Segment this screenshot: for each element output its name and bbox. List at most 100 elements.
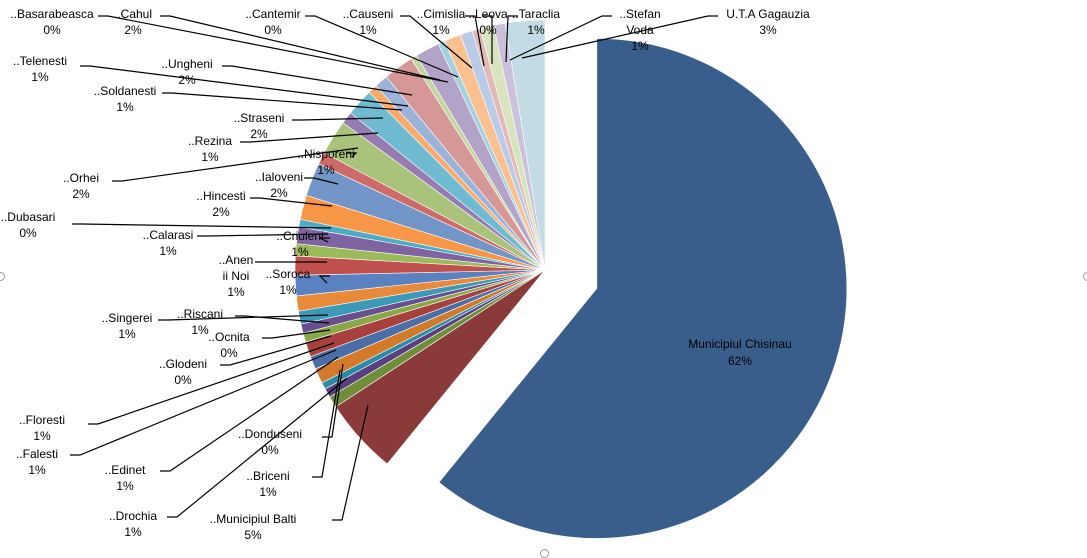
- leader-line-29: [305, 15, 459, 78]
- slice-label-percent: 1%: [191, 323, 209, 337]
- slice-label-18: ..Hincesti 2%: [196, 189, 245, 219]
- slice-label-name: ..Floresti: [19, 413, 65, 427]
- slice-label-name: ..Drochia: [109, 509, 157, 523]
- slice-label-12: ..Singerei 1%: [102, 311, 153, 341]
- leader-line-35: [521, 15, 718, 59]
- slice-label-13: ..Soroca 1%: [266, 267, 311, 297]
- slice-label-percent: 62%: [728, 354, 752, 368]
- slice-label-percent: 0%: [479, 23, 497, 37]
- pie-slice-1[interactable]: [438, 38, 848, 539]
- leader-line-31: [465, 15, 485, 67]
- slice-label-8: ..Floresti 1%: [19, 413, 65, 443]
- leader-line-23: [292, 117, 384, 121]
- leader-line-2: [332, 404, 369, 521]
- slice-label-name: U.T.A Gagauzia: [726, 7, 810, 21]
- slice-label-percent: 1%: [159, 244, 177, 258]
- slice-label-percent: 1%: [201, 150, 219, 164]
- slice-label-percent: 2%: [124, 23, 142, 37]
- leader-line-26: [222, 65, 413, 96]
- slice-label-name: ..Calarasi: [143, 228, 194, 242]
- slice-label-percent: 2%: [72, 187, 90, 201]
- slice-label-percent: 1%: [116, 100, 134, 114]
- slice-label-name: ..Cimislia: [417, 7, 466, 21]
- leader-line-30: [400, 15, 473, 69]
- slice-label-name: ..Falesti: [16, 447, 58, 461]
- resize-handle-right[interactable]: [1083, 272, 1087, 281]
- slice-label-percent: 2%: [250, 127, 268, 141]
- slice-label-32: ..Leova 0%: [468, 7, 508, 37]
- slice-label-percent: 1%: [432, 23, 450, 37]
- leader-line-20: [346, 152, 358, 158]
- slice-label-percent: 5%: [244, 528, 262, 542]
- slice-label-name: ..Leova: [468, 7, 508, 21]
- slice-label-5: ..Donduseni 0%: [238, 427, 302, 457]
- slice-label-percent: 0%: [19, 226, 37, 240]
- slice-label-percent: 2%: [178, 73, 196, 87]
- slice-label-10: ..Ocnita 0%: [208, 330, 250, 360]
- slice-label-name: Municipiul Chisinau: [688, 337, 791, 351]
- slice-label-name: ..Rezina: [188, 134, 232, 148]
- slice-label-percent: 2%: [270, 186, 288, 200]
- leader-line-7: [70, 349, 337, 456]
- slice-label-name: ..Nisporeni: [297, 147, 354, 161]
- slice-label-percent: 1%: [118, 327, 136, 341]
- slice-label-11: ..Riscani 1%: [177, 307, 223, 337]
- slice-label-name: ..Municipiul Balti: [210, 512, 297, 526]
- leader-lines: [70, 15, 718, 521]
- leader-line-3: [167, 377, 348, 518]
- leader-line-6: [160, 356, 339, 472]
- slice-label-name: ..Glodeni: [159, 357, 207, 371]
- pie-slice-35[interactable]: [504, 19, 546, 271]
- slice-label-7: ..Falesti 1%: [16, 447, 58, 477]
- leader-line-21: [112, 147, 359, 182]
- slice-label-29: ..Cantemir 0%: [245, 7, 300, 37]
- slice-label-name: ..Hincesti: [196, 189, 245, 203]
- leader-line-11: [235, 315, 330, 324]
- slice-label-19: ..Ialoveni 2%: [255, 170, 303, 200]
- leader-line-5: [322, 363, 344, 438]
- slice-label-percent: 1%: [279, 283, 297, 297]
- slice-label-name: ..Riscani: [177, 307, 223, 321]
- slice-label-name: ..Stefan: [619, 7, 660, 21]
- slice-labels: Municipiul Chisinau 62% ..Municipiul Balti…: [1, 7, 810, 542]
- slice-label-percent: 2%: [212, 205, 230, 219]
- resize-handle-left[interactable]: [0, 272, 5, 281]
- slice-label-20: ..Nisporeni 1%: [297, 147, 354, 177]
- slice-label-name: ..Criuleni: [276, 229, 323, 243]
- slice-label-percent: 0%: [174, 373, 192, 387]
- slice-label-9: ..Glodeni 0%: [159, 357, 207, 387]
- leader-line-19: [304, 177, 339, 185]
- slice-label-31: ..Cimislia 1%: [417, 7, 466, 37]
- slice-label-35: U.T.A Gagauzia 3%: [726, 7, 810, 37]
- slice-label-30: ..Causeni 1%: [343, 7, 394, 37]
- slice-label-percent: 1%: [317, 163, 335, 177]
- slice-label-name: ..Taraclia: [512, 7, 560, 21]
- slice-label-name: ..Cantemir: [245, 7, 300, 21]
- leader-line-33: [505, 15, 518, 63]
- slice-label-name: ..Soroca: [266, 267, 311, 281]
- slice-label-16: ..Calarasi 1%: [143, 228, 194, 258]
- slice-label-14: ..Anen ii Noi 1%: [219, 253, 254, 299]
- leader-line-18: [250, 197, 333, 207]
- leader-line-16: [197, 233, 329, 237]
- slice-label-27: ..Basarabeasca 0%: [10, 7, 94, 37]
- leader-line-32: [482, 15, 493, 64]
- slice-label-name: ii Noi: [223, 269, 250, 283]
- slice-label-percent: 1%: [527, 23, 545, 37]
- slice-label-percent: 1%: [124, 525, 142, 539]
- slice-label-name: ..Orhei: [63, 171, 99, 185]
- leader-line-22: [240, 132, 379, 143]
- slice-label-24: ..Soldanesti 1%: [94, 84, 157, 114]
- leader-line-25: [80, 65, 409, 107]
- leader-line-17: [72, 223, 332, 229]
- slice-label-percent: 0%: [43, 23, 61, 37]
- slice-label-1: Municipiul Chisinau 62%: [688, 337, 791, 368]
- leader-line-28: [160, 15, 441, 81]
- leader-line-9: [220, 335, 332, 366]
- slice-label-3: ..Drochia 1%: [109, 509, 157, 539]
- slice-label-17: ..Dubasari 0%: [1, 210, 56, 240]
- slice-label-name: ..Soldanesti: [94, 84, 157, 98]
- slice-label-name: ..Ungheni: [161, 57, 212, 71]
- leader-line-8: [88, 342, 335, 425]
- pie-slices: [294, 19, 848, 539]
